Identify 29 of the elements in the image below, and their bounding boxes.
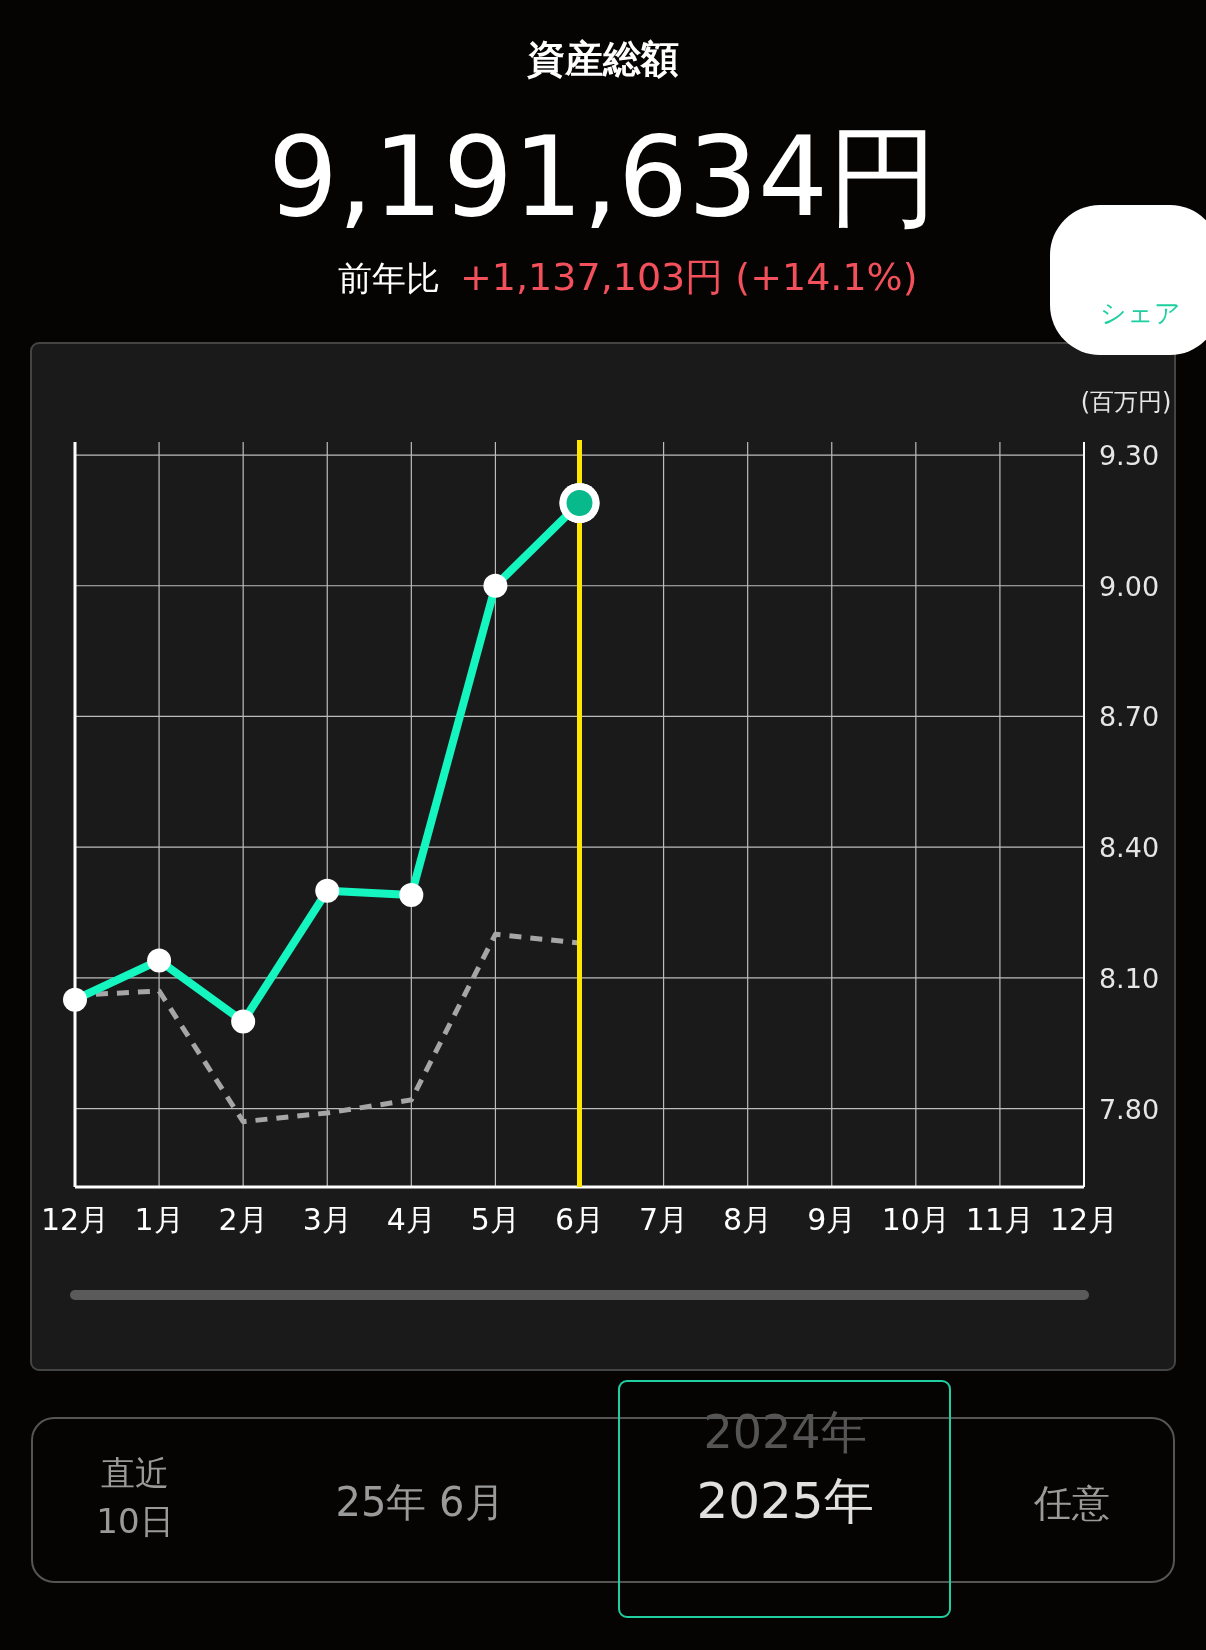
x-tick-label: 7月	[639, 1202, 689, 1237]
text: シェア	[1099, 298, 1181, 328]
chart-subtitle: 9,191,634円	[268, 113, 938, 241]
y-tick-label: 9.00	[1098, 570, 1160, 602]
x-tick-label: 2月	[218, 1202, 268, 1237]
text: 前年比	[338, 258, 440, 298]
y-tick-label: 8.10	[1098, 962, 1160, 994]
y-tick-label: 7.80	[1098, 1093, 1160, 1125]
x-tick-label: 12月	[1049, 1202, 1119, 1237]
text: 直近10日	[96, 1453, 174, 1541]
text: 任意	[1033, 1481, 1110, 1525]
y-tick-label: 8.70	[1098, 701, 1160, 733]
x-tick-label: 9月	[807, 1202, 857, 1237]
x-tick-label: 10月	[881, 1202, 950, 1237]
x-tick-label: 1月	[134, 1202, 184, 1237]
x-tick-label: 3月	[302, 1202, 352, 1237]
x-tick-label: 12月	[40, 1202, 110, 1237]
y-tick-label: 9.30	[1098, 440, 1160, 472]
x-tick-label: 5月	[470, 1202, 520, 1237]
chart-title: 資産総額	[527, 37, 679, 81]
x-tick-label: 8月	[723, 1202, 773, 1237]
x-tick-label: 11月	[965, 1202, 1035, 1237]
x-tick-label: 4月	[386, 1202, 436, 1237]
x-tick-label: 6月	[554, 1202, 605, 1237]
text: +1,137,103円 (+14.1%)	[460, 255, 918, 299]
y-tick-label: 8.40	[1098, 832, 1160, 864]
text: 25年 6月	[335, 1479, 505, 1525]
text: 2025年	[696, 1472, 874, 1530]
y-axis-title: (百万円)	[1080, 388, 1172, 416]
